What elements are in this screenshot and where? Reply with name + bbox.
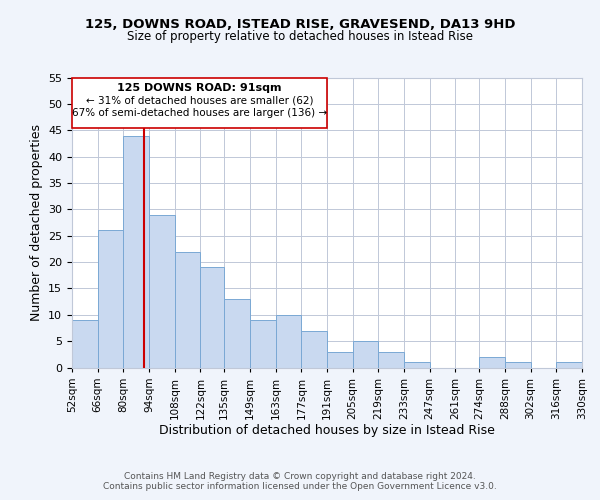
Text: Contains public sector information licensed under the Open Government Licence v3: Contains public sector information licen… <box>103 482 497 491</box>
Bar <box>72 320 98 368</box>
Bar <box>175 252 200 368</box>
Bar <box>275 315 301 368</box>
Text: 125, DOWNS ROAD, ISTEAD RISE, GRAVESEND, DA13 9HD: 125, DOWNS ROAD, ISTEAD RISE, GRAVESEND,… <box>85 18 515 30</box>
Text: Size of property relative to detached houses in Istead Rise: Size of property relative to detached ho… <box>127 30 473 43</box>
Bar <box>250 320 275 368</box>
Bar <box>479 357 505 368</box>
Bar <box>556 362 582 368</box>
Text: 125 DOWNS ROAD: 91sqm: 125 DOWNS ROAD: 91sqm <box>117 83 282 93</box>
FancyBboxPatch shape <box>72 78 327 128</box>
Text: Contains HM Land Registry data © Crown copyright and database right 2024.: Contains HM Land Registry data © Crown c… <box>124 472 476 481</box>
Bar <box>353 341 379 367</box>
Text: 67% of semi-detached houses are larger (136) →: 67% of semi-detached houses are larger (… <box>72 108 327 118</box>
X-axis label: Distribution of detached houses by size in Istead Rise: Distribution of detached houses by size … <box>159 424 495 437</box>
Bar <box>505 362 530 368</box>
Y-axis label: Number of detached properties: Number of detached properties <box>29 124 43 321</box>
Bar <box>149 214 175 368</box>
Bar <box>224 299 250 368</box>
Bar <box>98 230 124 368</box>
Bar <box>301 330 327 368</box>
Bar <box>200 268 224 368</box>
Bar <box>404 362 430 368</box>
Bar <box>327 352 353 368</box>
Bar <box>124 136 149 368</box>
Bar <box>379 352 404 368</box>
Text: ← 31% of detached houses are smaller (62): ← 31% of detached houses are smaller (62… <box>86 96 313 106</box>
